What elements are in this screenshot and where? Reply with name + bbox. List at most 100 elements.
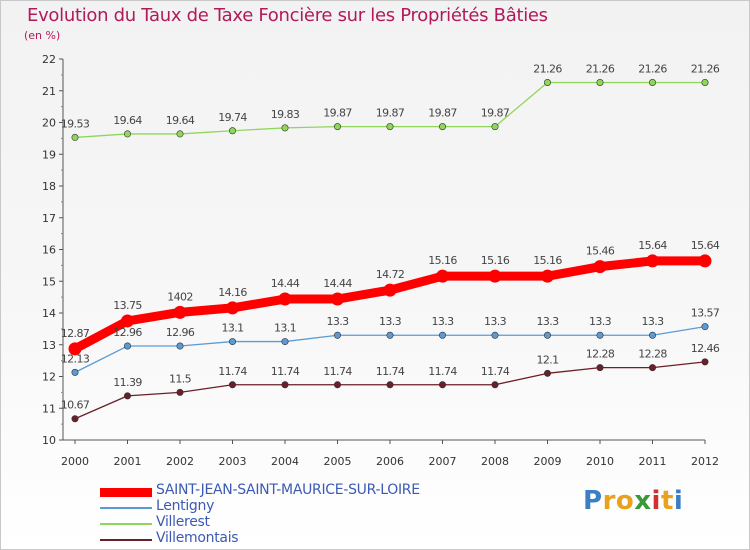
data-point (333, 331, 341, 339)
y-tick-label: 16 (42, 244, 56, 257)
legend-swatch (100, 539, 152, 541)
data-label: 13.3 (589, 315, 612, 328)
data-point (331, 292, 344, 306)
data-label: 1402 (167, 290, 193, 303)
logo-letter: o (615, 486, 635, 516)
y-tick-label: 13 (42, 339, 56, 352)
data-label: 14.16 (218, 286, 247, 299)
data-point (488, 269, 502, 283)
x-tick-label: 2009 (534, 455, 562, 468)
x-tick-label: 2010 (586, 455, 614, 468)
data-point (596, 364, 604, 372)
data-point (491, 123, 499, 131)
x-tick-label: 2011 (639, 455, 667, 468)
data-point (281, 338, 289, 346)
data-point (71, 133, 79, 141)
data-label: 13.1 (274, 322, 296, 335)
data-label: 13.3 (431, 315, 454, 328)
y-tick-label: 10 (42, 434, 56, 447)
data-point (596, 78, 604, 86)
data-label: 12.46 (691, 342, 720, 355)
data-label: 13.1 (221, 322, 243, 335)
data-label: 19.87 (428, 107, 457, 120)
chart-title: Evolution du Taux de Taxe Foncière sur l… (27, 5, 548, 26)
series-0 (68, 254, 712, 356)
data-label: 14.44 (271, 277, 300, 290)
y-tick-label: 14 (42, 307, 56, 320)
data-label: 19.87 (481, 107, 510, 120)
data-label: 19.74 (218, 111, 247, 124)
x-tick-label: 2001 (114, 455, 142, 468)
data-point (543, 78, 551, 86)
x-tick-label: 2004 (271, 455, 299, 468)
y-tick-label: 22 (42, 53, 56, 66)
x-tick-label: 2005 (324, 455, 352, 468)
data-label: 15.46 (586, 245, 615, 258)
legend-swatch (100, 507, 152, 509)
data-label: 21.26 (638, 62, 667, 75)
data-label: 11.74 (271, 365, 300, 378)
data-label: 11.74 (481, 365, 510, 378)
x-tick-label: 2003 (219, 455, 247, 468)
data-point (648, 364, 656, 372)
legend-swatch (100, 523, 152, 525)
data-label: 11.74 (218, 365, 247, 378)
x-tick-label: 2008 (481, 455, 509, 468)
legend-swatch (100, 487, 152, 497)
data-point (68, 342, 82, 356)
data-label: 12.28 (586, 348, 615, 361)
data-label: 15.64 (691, 239, 720, 252)
data-label: 12.96 (166, 326, 195, 339)
logo-letter: i (651, 486, 661, 516)
data-label: 11.5 (169, 372, 192, 385)
data-label: 19.87 (376, 107, 405, 120)
y-tick-label: 11 (42, 402, 56, 415)
data-label: 13.3 (484, 315, 507, 328)
data-point (491, 331, 499, 339)
x-tick-label: 2006 (376, 455, 404, 468)
data-label: 21.26 (533, 62, 562, 75)
data-point (698, 254, 712, 268)
legend-label: Lentigny (156, 498, 215, 514)
data-point (701, 323, 709, 331)
data-label: 12.28 (638, 348, 667, 361)
data-point (333, 123, 341, 131)
y-tick-label: 20 (42, 117, 56, 130)
data-label: 13.3 (326, 315, 349, 328)
data-label: 19.64 (166, 114, 195, 127)
y-tick-label: 17 (42, 212, 56, 225)
data-point (281, 381, 289, 389)
y-tick-label: 12 (42, 371, 56, 384)
data-label: 19.53 (61, 117, 90, 130)
data-point (124, 130, 132, 138)
data-point (173, 305, 187, 319)
series-2 (71, 78, 709, 141)
data-point (278, 292, 292, 306)
data-point (226, 301, 239, 315)
data-point (596, 331, 604, 339)
data-point (71, 415, 79, 423)
data-label: 15.64 (638, 239, 667, 252)
data-label: 14.72 (376, 268, 405, 281)
data-point (386, 331, 394, 339)
data-point (383, 283, 397, 297)
logo-letter: P (583, 486, 603, 516)
data-point (229, 381, 237, 389)
legend-label: Villemontais (156, 530, 239, 546)
data-label: 15.16 (428, 254, 457, 267)
data-label: 15.16 (481, 254, 510, 267)
data-point (229, 127, 237, 135)
logo-letter: t (660, 486, 674, 516)
data-label: 13.75 (113, 299, 142, 312)
x-tick-label: 2000 (61, 455, 89, 468)
data-point (124, 342, 132, 350)
data-point (176, 130, 184, 138)
data-label: 19.83 (271, 108, 300, 121)
series-1 (71, 323, 709, 376)
data-point (543, 369, 551, 377)
logo-letter: r (602, 486, 616, 516)
y-tick-label: 19 (42, 148, 56, 161)
data-label: 11.39 (113, 376, 142, 389)
